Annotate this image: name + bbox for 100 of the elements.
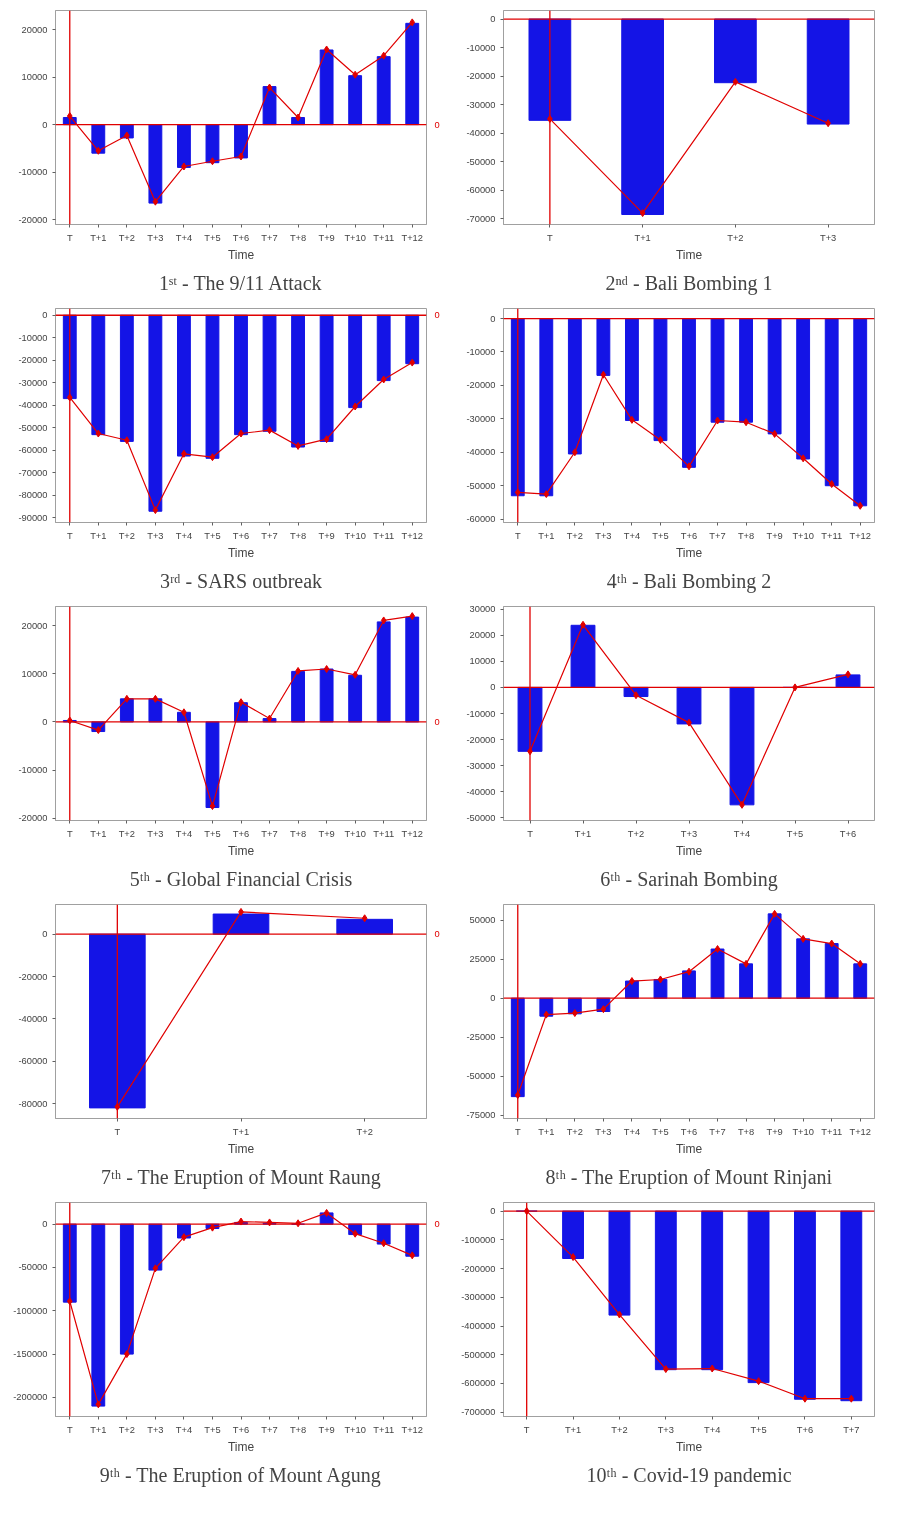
x-tick-label: T+2	[727, 232, 744, 243]
x-tick-label: T+7	[709, 530, 726, 541]
x-tick-label: T+9	[766, 1126, 783, 1137]
x-tick-label: T+4	[175, 232, 193, 243]
y-tick-label: 0	[42, 1219, 48, 1230]
x-tick-label: T+11	[373, 828, 395, 839]
x-tick-label: T+4	[704, 1424, 721, 1435]
x-tick-label: T+6	[232, 232, 250, 243]
x-tick-label: T+3	[147, 1424, 164, 1435]
y-tick-label: -70000	[18, 467, 48, 478]
y-tick-label: -50000	[466, 1071, 496, 1082]
x-tick-label: T+4	[175, 530, 193, 541]
y-tick-label: -20000	[18, 214, 48, 225]
y-tick-label: -20000	[466, 734, 496, 745]
x-tick-label: T+4	[623, 1126, 641, 1137]
x-axis-title: Time	[675, 1439, 703, 1454]
x-tick-label: T+5	[204, 1424, 221, 1435]
x-tick-label: T+2	[566, 1126, 584, 1137]
x-tick-label: T+11	[821, 1126, 843, 1137]
x-tick-label: T+7	[261, 530, 278, 541]
x-axis-title: Time	[675, 1141, 703, 1156]
x-tick-label: T+6	[680, 530, 698, 541]
x-tick-label: T+2	[356, 1126, 373, 1137]
x-tick-label: T+3	[147, 828, 164, 839]
y-tick-label: -90000	[18, 512, 48, 523]
ref-line-label: 0	[434, 310, 440, 321]
x-tick-label: T	[514, 530, 521, 541]
y-tick-label: -60000	[18, 445, 48, 456]
x-tick-label: T+10	[344, 1424, 366, 1435]
x-tick-label: T+11	[373, 530, 395, 541]
x-tick-label: T+11	[373, 232, 395, 243]
y-tick-label: -20000	[466, 71, 496, 82]
text: 10ᵗʰ - Covid-19 pandemic	[586, 1463, 792, 1487]
x-tick-label: T+2	[566, 530, 584, 541]
y-tick-label: -60000	[18, 1056, 48, 1067]
y-tick-label: 0	[490, 993, 496, 1004]
x-tick-label: T+6	[796, 1424, 814, 1435]
x-tick-label: T+10	[344, 828, 366, 839]
x-tick-label: T+4	[175, 828, 193, 839]
x-tick-label: T+1	[538, 530, 555, 541]
y-tick-label: -200000	[461, 1263, 496, 1274]
y-tick-label: -70000	[466, 213, 496, 224]
y-tick-label: -60000	[466, 185, 496, 196]
x-tick-label: T+12	[849, 1126, 871, 1137]
x-tick-label: T+8	[289, 530, 307, 541]
y-tick-label: -50000	[18, 422, 48, 433]
x-tick-label: T+6	[839, 828, 857, 839]
x-tick-label: T+9	[318, 530, 335, 541]
y-tick-label: -60000	[466, 514, 496, 525]
x-axis-title: Time	[227, 843, 255, 858]
y-tick-label: 0	[42, 119, 48, 130]
x-tick-label: T+2	[118, 232, 136, 243]
x-axis-title: Time	[227, 1439, 255, 1454]
y-tick-label: -40000	[18, 1013, 48, 1024]
y-tick-label: -150000	[13, 1349, 48, 1360]
x-tick-label: T+3	[819, 232, 837, 243]
y-tick-label: -20000	[466, 380, 496, 391]
y-tick-label: -50000	[18, 1262, 48, 1273]
x-tick-label: T+8	[289, 828, 307, 839]
y-tick-label: 0	[490, 313, 496, 324]
x-tick-label: T+9	[318, 828, 335, 839]
x-tick-label: T+3	[147, 232, 164, 243]
x-tick-label: T+1	[90, 828, 107, 839]
y-tick-label: -30000	[466, 99, 496, 110]
y-tick-label: -10000	[466, 708, 496, 719]
x-tick-label: T+8	[289, 232, 307, 243]
y-tick-label: -200000	[13, 1392, 48, 1403]
x-axis-title: Time	[675, 843, 703, 858]
y-tick-label: -500000	[461, 1349, 496, 1360]
y-tick-label: -50000	[466, 480, 496, 491]
x-tick-label: T+5	[652, 1126, 669, 1137]
x-tick-label: T+5	[652, 530, 669, 541]
x-tick-label: T+10	[792, 530, 814, 541]
text: 4ᵗʰ - Bali Bombing 2	[606, 569, 772, 593]
y-tick-label: -10000	[466, 346, 496, 357]
x-axis-title: Time	[227, 545, 255, 560]
x-tick-label: T+1	[232, 1126, 250, 1137]
y-tick-label: 0	[490, 14, 496, 25]
y-tick-label: -100000	[461, 1234, 496, 1245]
text: 5ᵗʰ - Global Financial Crisis	[129, 867, 353, 890]
x-tick-label: T+12	[849, 530, 871, 541]
ref-line-label: 0	[434, 929, 440, 940]
x-tick-label: T+9	[318, 232, 335, 243]
x-tick-label: T+7	[261, 1424, 278, 1435]
x-tick-label: T+12	[401, 232, 423, 243]
x-tick-label: T+1	[564, 1424, 582, 1435]
y-tick-label: -25000	[466, 1032, 496, 1043]
x-tick-label: T+10	[344, 530, 366, 541]
y-tick-label: -30000	[466, 413, 496, 424]
y-tick-label: -50000	[466, 156, 496, 167]
x-tick-label: T+6	[232, 1424, 250, 1435]
text: 9ᵗʰ - The Eruption of Mount Agung	[99, 1463, 381, 1487]
x-tick-label: T+12	[401, 828, 423, 839]
x-tick-label: T+1	[634, 232, 651, 243]
y-tick-label: -300000	[461, 1292, 496, 1303]
text: 6ᵗʰ - Sarinah Bombing	[600, 867, 778, 891]
x-tick-label: T+5	[204, 828, 221, 839]
text: 3ʳᵈ - SARS outbreak	[159, 569, 323, 592]
y-tick-label: 0	[490, 1206, 496, 1217]
x-tick-label: T	[66, 828, 73, 839]
